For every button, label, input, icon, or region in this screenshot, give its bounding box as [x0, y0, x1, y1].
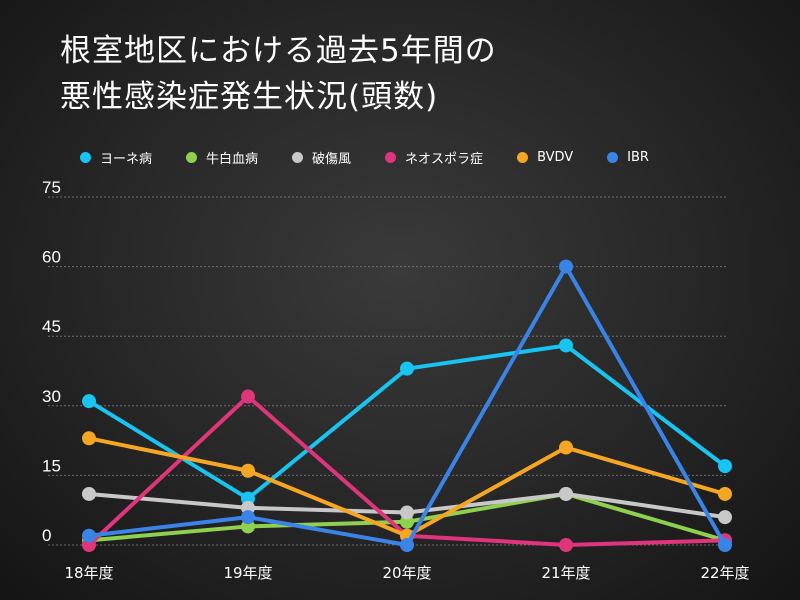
- legend-label: BVDV: [537, 150, 574, 165]
- y-tick-label: 75: [42, 178, 61, 197]
- legend-item: ヨーネ病: [80, 148, 152, 167]
- legend-item: 牛白血病: [186, 148, 258, 167]
- legend-label: 牛白血病: [206, 152, 259, 167]
- data-point: [559, 259, 573, 274]
- data-point: [82, 528, 96, 543]
- data-point: [718, 510, 732, 525]
- chart-legend: ヨーネ病 牛白血病 破傷風 ネオスポラ症 BVDV IBR: [80, 148, 683, 167]
- legend-item: ネオスポラ症: [385, 148, 483, 167]
- legend-item: BVDV: [517, 150, 573, 165]
- y-tick-label: 30: [42, 387, 61, 406]
- data-point: [241, 463, 255, 478]
- chart-title-line-2: 悪性感染症発生状況(頭数): [60, 79, 439, 115]
- data-point: [400, 538, 414, 552]
- y-tick-label: 60: [42, 248, 61, 267]
- legend-dot-icon: [607, 152, 619, 163]
- data-point: [718, 538, 732, 552]
- y-tick-label: 15: [42, 456, 61, 475]
- chart-title-line-1: 根室地区における過去5年間の: [60, 33, 497, 69]
- data-point: [82, 431, 96, 446]
- y-tick-label: 45: [42, 317, 61, 336]
- data-point: [82, 486, 96, 501]
- data-point: [559, 486, 573, 501]
- y-tick-label: 0: [42, 526, 51, 545]
- data-point: [400, 505, 414, 520]
- legend-label: ネオスポラ症: [405, 152, 484, 167]
- data-point: [241, 510, 255, 525]
- legend-dot-icon: [186, 152, 198, 163]
- series-group: [82, 431, 732, 543]
- x-tick-label: 19年度: [223, 564, 272, 582]
- legend-label: 破傷風: [312, 152, 352, 167]
- data-point: [559, 338, 573, 353]
- data-point: [400, 361, 414, 376]
- legend-label: IBR: [627, 150, 649, 165]
- series-group: [82, 486, 732, 525]
- legend-dot-icon: [385, 152, 397, 163]
- legend-dot-icon: [80, 152, 91, 163]
- legend-label: ヨーネ病: [100, 152, 153, 167]
- data-point: [82, 394, 96, 409]
- data-point: [241, 389, 255, 404]
- x-tick-label: 22年度: [700, 564, 749, 582]
- data-point: [559, 538, 573, 552]
- legend-dot-icon: [292, 152, 304, 163]
- x-tick-label: 18年度: [64, 564, 113, 582]
- series-group: [82, 338, 732, 506]
- chart-title: 根室地区における過去5年間の 悪性感染症発生状況(頭数): [60, 28, 497, 120]
- legend-item: 破傷風: [292, 148, 351, 167]
- x-tick-label: 20年度: [382, 564, 431, 582]
- data-point: [718, 486, 732, 501]
- data-point: [559, 440, 573, 455]
- legend-item: IBR: [607, 150, 649, 165]
- series-group: [82, 259, 732, 552]
- data-point: [718, 459, 732, 474]
- legend-dot-icon: [517, 152, 529, 163]
- x-tick-label: 21年度: [541, 564, 590, 582]
